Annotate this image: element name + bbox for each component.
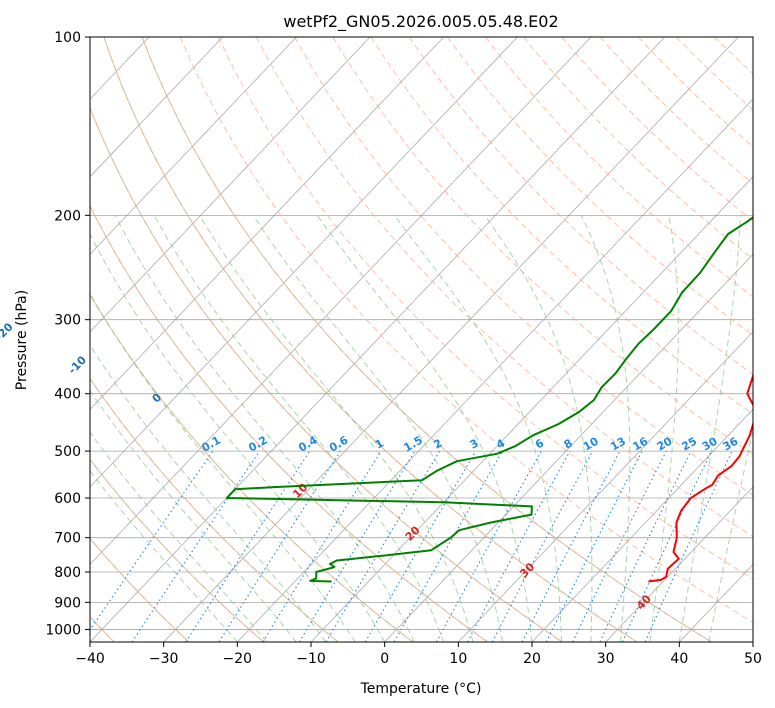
chart-title: wetPf2_GN05.2026.005.05.48.E02 <box>283 12 558 32</box>
skewed-isotherms <box>0 37 753 642</box>
mixing-ratio-line <box>218 450 341 642</box>
x-tick-label: −40 <box>75 651 105 667</box>
moist-adiabat-line <box>580 215 631 642</box>
mixing-ratio-line <box>572 450 667 642</box>
mixing-ratio-line <box>298 450 416 642</box>
isotherm-line <box>0 37 75 642</box>
potential-temperature-curve <box>90 377 339 642</box>
dewpoint-profile <box>225 216 753 583</box>
sounding-profiles <box>225 216 753 583</box>
dry-adiabat-line <box>332 37 753 455</box>
y-axis: 100 200 300 400 500 600 700 800 900 1000 <box>45 30 90 638</box>
potential-temperature-curve <box>90 106 563 642</box>
x-axis: −40 −30 −20 −10 0 10 20 30 40 50 <box>75 642 762 667</box>
dry-adiabat-label: -10 <box>66 353 89 376</box>
mixing-ratio-line <box>364 450 477 642</box>
isotherm-line <box>237 98 753 642</box>
moist-adiabat-line <box>393 215 562 642</box>
y-tick-label: 700 <box>54 531 81 547</box>
potential-temperature-curve <box>90 458 264 642</box>
isotherm-line <box>90 37 224 178</box>
x-tick-label: −30 <box>149 651 179 667</box>
mixing-ratio-line <box>90 450 214 631</box>
moist-adiabat-line <box>90 470 238 642</box>
mixing-ratio-line <box>599 450 692 642</box>
x-tick-label: −20 <box>223 651 253 667</box>
x-tick-label: 30 <box>597 651 615 667</box>
x-tick-label: 0 <box>380 651 389 667</box>
moist-adiabat-line <box>678 215 741 642</box>
dry-adiabat-line <box>370 37 753 415</box>
y-tick-label: 600 <box>54 491 81 507</box>
isotherm-line <box>384 253 753 642</box>
y-tick-label: 300 <box>54 313 81 329</box>
dry-adiabat-line <box>752 37 753 38</box>
x-tick-label: 20 <box>523 651 541 667</box>
moist-adiabats <box>90 215 753 642</box>
moist-adiabat-line <box>252 215 503 642</box>
mixing-ratio-line <box>262 450 382 642</box>
dry-adiabat-line <box>599 37 753 185</box>
x-axis-title: Temperature (°C) <box>360 681 482 697</box>
temperature-profile <box>648 372 753 583</box>
x-tick-label: 50 <box>744 651 762 667</box>
dry-adiabat-line <box>408 37 753 375</box>
moist-adiabat-line <box>316 215 533 642</box>
isotherm-line <box>90 37 592 566</box>
dry-adiabat-line <box>217 37 753 580</box>
moist-adiabat-line <box>90 232 386 642</box>
x-tick-label: −10 <box>296 651 326 667</box>
y-axis-title: Pressure (hPa) <box>14 290 30 390</box>
mixing-ratio-lines <box>90 450 733 642</box>
potential-temperature-curve <box>103 37 638 642</box>
mixing-ratio-line <box>185 450 311 642</box>
isotherm-line <box>90 37 518 488</box>
dry-adiabat-line <box>523 37 753 260</box>
moist-adiabat-line <box>114 215 415 642</box>
x-tick-label: 40 <box>670 651 688 667</box>
mixing-ratio-line <box>131 450 261 642</box>
dry-adiabat-line <box>294 37 753 496</box>
isotherm-line <box>605 486 753 642</box>
mixing-ratio-line <box>325 450 441 642</box>
isotherm-line <box>90 37 666 642</box>
moist-adiabat-line <box>199 215 474 642</box>
mixing-ratio-line <box>467 450 571 642</box>
y-tick-label: 800 <box>54 565 81 581</box>
y-tick-label: 500 <box>54 444 81 460</box>
isotherm-line <box>752 641 753 642</box>
plot-frame <box>89 36 754 643</box>
potential-temperature-curve <box>141 37 712 642</box>
dry-adiabat-line <box>637 37 753 148</box>
isotherm-line <box>90 37 445 410</box>
potential-temperature-curve <box>90 537 190 642</box>
moist-adiabat-line <box>649 215 679 642</box>
isotherm-line <box>90 37 297 255</box>
isotherm-line <box>163 37 739 642</box>
y-tick-label: 100 <box>54 30 81 46</box>
moist-adiabat-line <box>90 344 327 642</box>
dry-adiabat-line <box>446 37 753 336</box>
isotherm-line <box>90 37 371 333</box>
x-tick-label: 10 <box>449 651 467 667</box>
dry-adiabat-line <box>485 37 753 298</box>
dry-adiabat-line <box>179 37 753 623</box>
moist-adiabat-line <box>90 292 356 642</box>
y-tick-label: 400 <box>54 387 81 403</box>
moist-adiabat-line <box>153 215 445 642</box>
y-tick-label: 1000 <box>45 622 81 638</box>
dry-adiabat-line <box>256 37 753 538</box>
mixing-ratio-line <box>621 450 712 642</box>
y-tick-label: 200 <box>54 208 81 224</box>
y-tick-label: 900 <box>54 595 81 611</box>
